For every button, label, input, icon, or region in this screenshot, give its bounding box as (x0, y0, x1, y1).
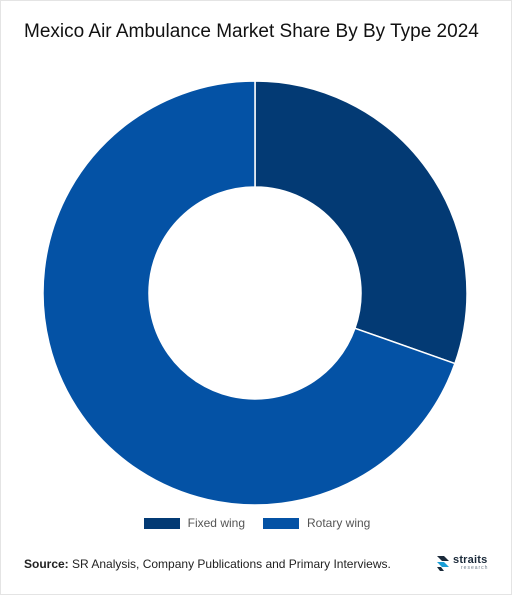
source-text: SR Analysis, Company Publications and Pr… (68, 557, 391, 571)
logo-wordmark: straits (453, 554, 488, 566)
chart-title: Mexico Air Ambulance Market Share By By … (24, 21, 479, 42)
straits-research-logo: straits research (436, 552, 496, 574)
source-label: Source: (24, 557, 69, 571)
legend-item-rotary-wing: Rotary wing (263, 516, 370, 530)
straits-research-logo-icon (437, 556, 449, 571)
donut-chart (42, 80, 468, 506)
logo-subtext: research (461, 565, 489, 571)
legend-label: Fixed wing (187, 516, 245, 530)
legend-item-fixed-wing: Fixed wing (143, 516, 245, 530)
chart-legend: Fixed wing Rotary wing (0, 516, 514, 530)
donut-slice-fixed-wing (254, 80, 468, 365)
legend-swatch (143, 517, 180, 529)
source-note: Source: SR Analysis, Company Publication… (24, 557, 391, 571)
donut-slice-rotary-wing (42, 80, 456, 506)
legend-label: Rotary wing (307, 516, 371, 530)
legend-swatch (263, 517, 299, 529)
